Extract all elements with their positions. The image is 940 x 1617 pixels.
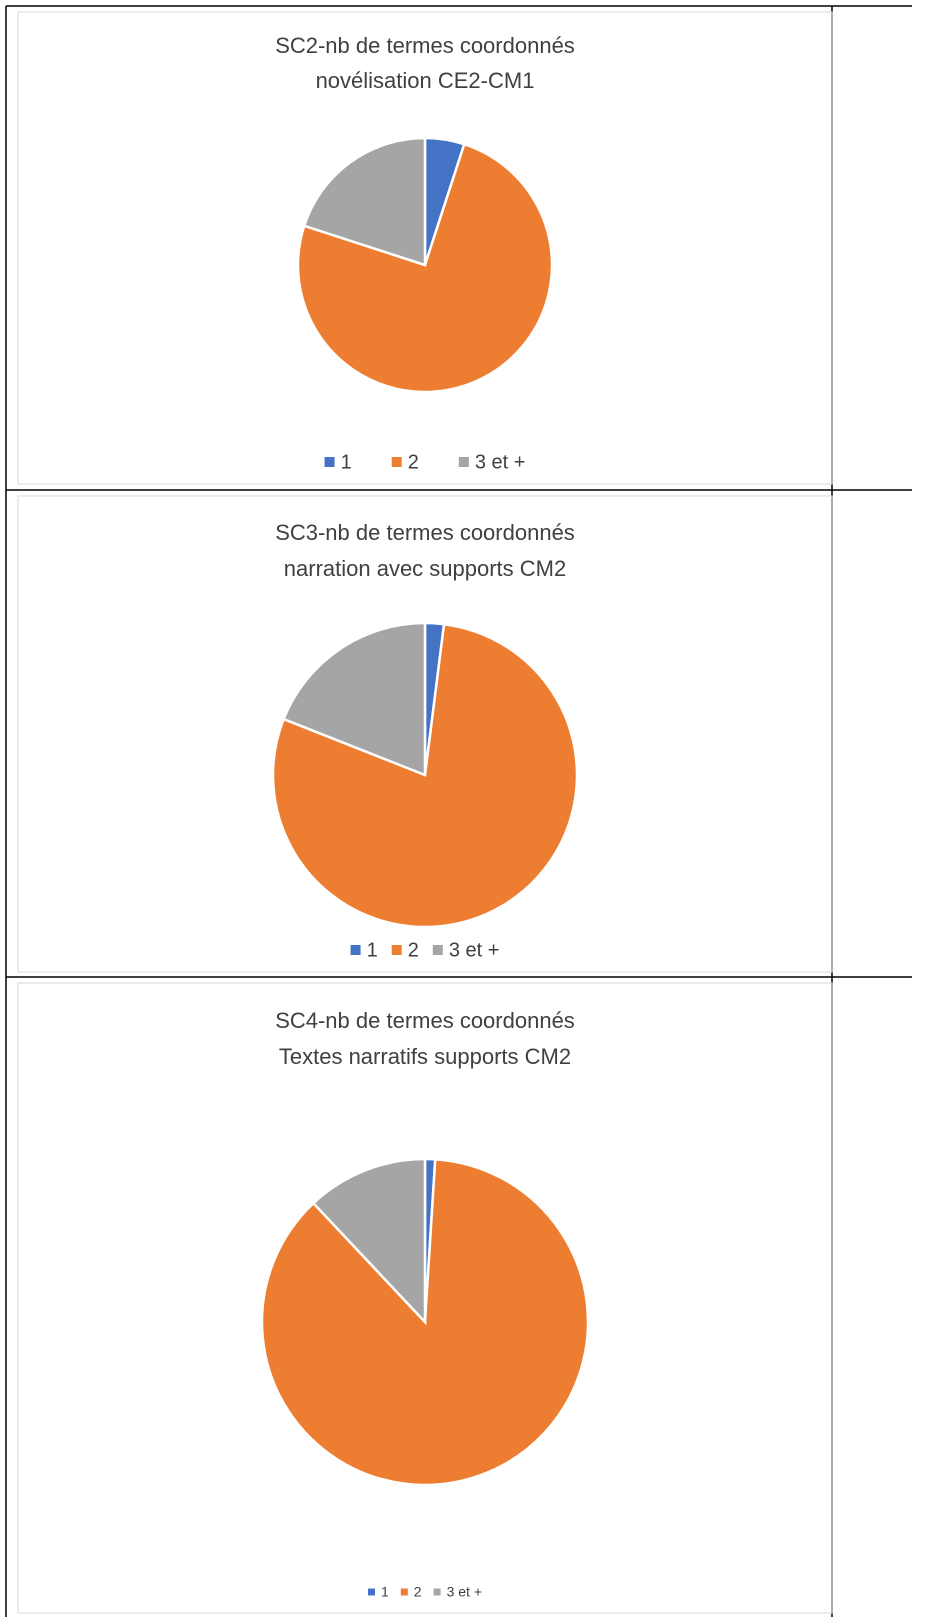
pie-slice [302, 136, 427, 267]
legend-swatch [367, 1588, 375, 1596]
legend-label: 3 et + [449, 939, 500, 961]
legend-swatch [432, 945, 443, 955]
legend-label: 1 [381, 1584, 389, 1600]
chart-subtitle: narration avec supports CM2 [284, 556, 566, 581]
chart-title: SC2-nb de termes coordonnés [275, 33, 575, 58]
legend-swatch [400, 1588, 408, 1596]
chart-title: SC4-nb de termes coordonnés [275, 1008, 575, 1033]
legend-label: 3 et + [475, 451, 526, 473]
legend-label: 1 [367, 939, 378, 961]
legend-swatch [324, 457, 335, 467]
pie-slice [282, 621, 427, 777]
chart-frame [17, 495, 833, 973]
chart-frame [17, 982, 833, 1614]
chart-frame [17, 11, 833, 485]
chart-frames [17, 11, 833, 1614]
legend-label: 2 [414, 1584, 422, 1600]
legend-swatch [433, 1588, 441, 1596]
legend-label: 2 [408, 939, 419, 961]
legend-swatch [458, 457, 469, 467]
legend-label: 1 [341, 451, 352, 473]
legend-swatch [391, 457, 402, 467]
chart-subtitle: novélisation CE2-CM1 [316, 68, 535, 93]
chart-subtitle: Textes narratifs supports CM2 [279, 1044, 571, 1069]
legend-label: 3 et + [447, 1584, 482, 1600]
pie-slice [311, 1157, 427, 1326]
chart-title: SC3-nb de termes coordonnés [275, 520, 575, 545]
pie-slice [296, 142, 554, 394]
legend-swatch [350, 945, 361, 955]
legend-label: 2 [408, 451, 419, 473]
legend-swatch [391, 945, 402, 955]
